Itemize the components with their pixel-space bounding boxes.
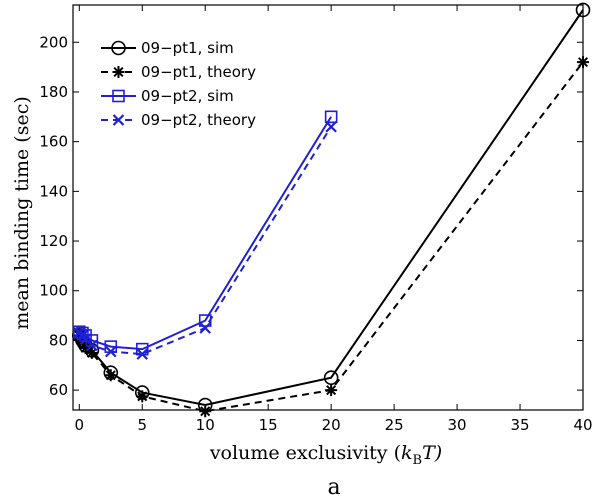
y-tick-label: 80 bbox=[49, 331, 68, 349]
data-point bbox=[325, 120, 337, 133]
data-point bbox=[86, 339, 98, 352]
plot-frame bbox=[72, 4, 584, 411]
legend-item: 09−pt1, theory bbox=[101, 63, 256, 81]
legend-marker bbox=[112, 114, 125, 126]
legend: 09−pt1, sim 09−pt1, theory 09−pt2, sim 09−p… bbox=[101, 39, 256, 129]
data-point bbox=[577, 56, 589, 69]
plot-area bbox=[72, 4, 584, 411]
x-tick-label: 10 bbox=[196, 416, 215, 434]
legend-item: 09−pt2, theory bbox=[101, 111, 256, 129]
y-tick-label: 160 bbox=[39, 133, 68, 151]
legend-item: 09−pt1, sim bbox=[101, 39, 234, 57]
x-tick-label: 25 bbox=[385, 416, 404, 434]
y-tick-label: 200 bbox=[39, 33, 68, 51]
x-axis-label: volume exclusivity (kBT) bbox=[209, 442, 442, 468]
y-tick-label: 60 bbox=[49, 381, 68, 399]
legend-marker bbox=[112, 89, 125, 103]
figure-caption: a bbox=[327, 475, 340, 500]
y-tick-label: 140 bbox=[39, 182, 68, 200]
x-tick-label: 40 bbox=[573, 416, 592, 434]
data-point bbox=[105, 345, 117, 358]
data-point bbox=[136, 390, 149, 403]
data-point bbox=[199, 405, 212, 418]
series-layer bbox=[71, 2, 591, 418]
data-point bbox=[85, 346, 98, 359]
series-4 bbox=[73, 120, 337, 360]
legend-label: 09−pt2, theory bbox=[141, 111, 256, 129]
ticks-layer: 0 5 10 15 20 25 30 35 40 60 80 100 120 140 160 180 200 bbox=[39, 5, 593, 434]
legend-item: 09−pt2, sim bbox=[101, 87, 234, 105]
data-point bbox=[324, 110, 338, 124]
legend-label: 09−pt1, theory bbox=[141, 63, 256, 81]
legend-marker bbox=[112, 66, 125, 78]
legend-label: 09−pt2, sim bbox=[141, 87, 234, 105]
y-tick-label: 100 bbox=[39, 282, 68, 300]
data-point bbox=[136, 348, 149, 360]
x-tick-label: 15 bbox=[259, 416, 278, 434]
x-tick-label: 35 bbox=[510, 416, 529, 434]
data-point bbox=[79, 341, 92, 354]
y-tick-label: 120 bbox=[39, 232, 68, 250]
data-point bbox=[575, 2, 591, 18]
legend-marker bbox=[111, 40, 126, 56]
legend-label: 09−pt1, sim bbox=[141, 39, 234, 57]
x-tick-label: 5 bbox=[137, 416, 147, 434]
x-tick-label: 0 bbox=[75, 416, 85, 434]
y-axis-label: mean binding time (sec) bbox=[11, 96, 33, 330]
data-point bbox=[76, 326, 89, 340]
data-point bbox=[199, 322, 211, 334]
data-point bbox=[325, 384, 338, 397]
series-3 bbox=[72, 110, 338, 356]
data-point bbox=[104, 369, 117, 382]
x-tick-label: 20 bbox=[322, 416, 341, 434]
x-tick-label: 30 bbox=[448, 416, 467, 434]
y-tick-label: 180 bbox=[39, 83, 68, 101]
